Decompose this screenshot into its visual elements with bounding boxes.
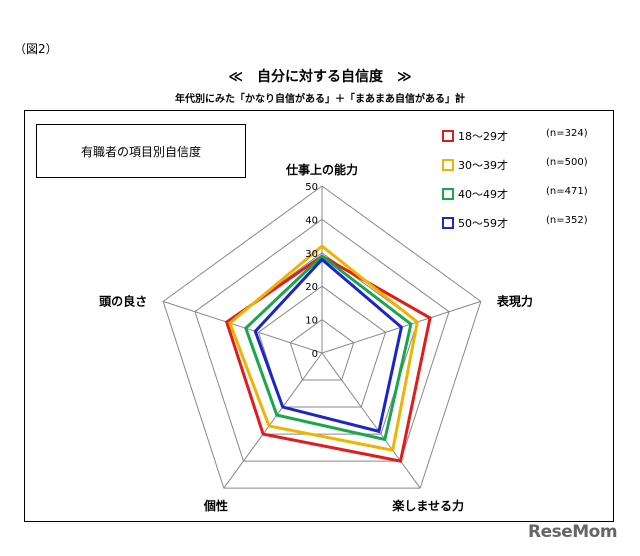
watermark-logo: ReseMom — [528, 522, 618, 542]
series-line-2 — [244, 254, 413, 442]
legend-series-name: 30～39才 — [458, 159, 508, 172]
series-line-3 — [253, 257, 404, 434]
legend-item-0: 18～29才 (n=324) — [442, 128, 602, 157]
tick-label-1: 10 — [305, 316, 318, 327]
tick-label-3: 30 — [305, 249, 318, 260]
axis-label-3: 個性 — [203, 498, 228, 513]
legend-sample-size: (n=500) — [546, 157, 588, 168]
axis-label-4: 頭の良さ — [99, 293, 147, 308]
legend-swatch — [442, 188, 454, 200]
legend-series-name: 40～49才 — [458, 188, 508, 201]
grid-ring-4 — [194, 218, 450, 462]
chart-frame — [24, 110, 614, 522]
grid-ring-1 — [289, 318, 355, 381]
legend-item-1: 30～39才 (n=500) — [442, 157, 602, 186]
series-line-1 — [228, 244, 419, 453]
legend-swatch — [442, 159, 454, 171]
tick-label-0: 0 — [312, 349, 318, 360]
figure-label: （図2） — [14, 42, 58, 56]
legend-sample-size: (n=471) — [546, 186, 588, 197]
legend-item-3: 50～59才 (n=352) — [442, 215, 602, 244]
legend-series-name: 18～29才 — [458, 130, 508, 143]
legend-sample-size: (n=324) — [546, 128, 588, 139]
grid-ring-5 — [162, 185, 482, 489]
tick-label-5: 50 — [305, 182, 318, 193]
legend-swatch — [442, 130, 454, 142]
tick-label-4: 40 — [305, 215, 318, 226]
legend-series-name: 50～59才 — [458, 217, 508, 230]
chart-subtitle: 年代別にみた「かなり自信がある」＋「まあまあ自信がある」計 — [175, 94, 465, 105]
legend-item-2: 40～49才 (n=471) — [442, 186, 602, 215]
legend-swatch — [442, 217, 454, 229]
chart-legend: 18～29才 (n=324) 30～39才 (n=500) 40～49才 (n=471) 5… — [442, 128, 602, 244]
axis-spoke-4 — [163, 300, 323, 354]
axis-spoke-3 — [223, 352, 323, 489]
axis-spoke-2 — [321, 352, 421, 489]
legend-sample-size: (n=352) — [546, 215, 588, 226]
axis-label-2: 楽しませる力 — [392, 498, 464, 513]
chart-title: ≪ 自分に対する自信度 ≫ — [228, 69, 412, 85]
axis-label-0: 仕事上の能力 — [285, 162, 358, 177]
chart-box-label: 有職者の項目別自信度 — [36, 124, 246, 178]
axis-label-1: 表現力 — [496, 293, 533, 308]
tick-label-2: 20 — [305, 282, 318, 293]
grid-ring-2 — [257, 285, 387, 408]
